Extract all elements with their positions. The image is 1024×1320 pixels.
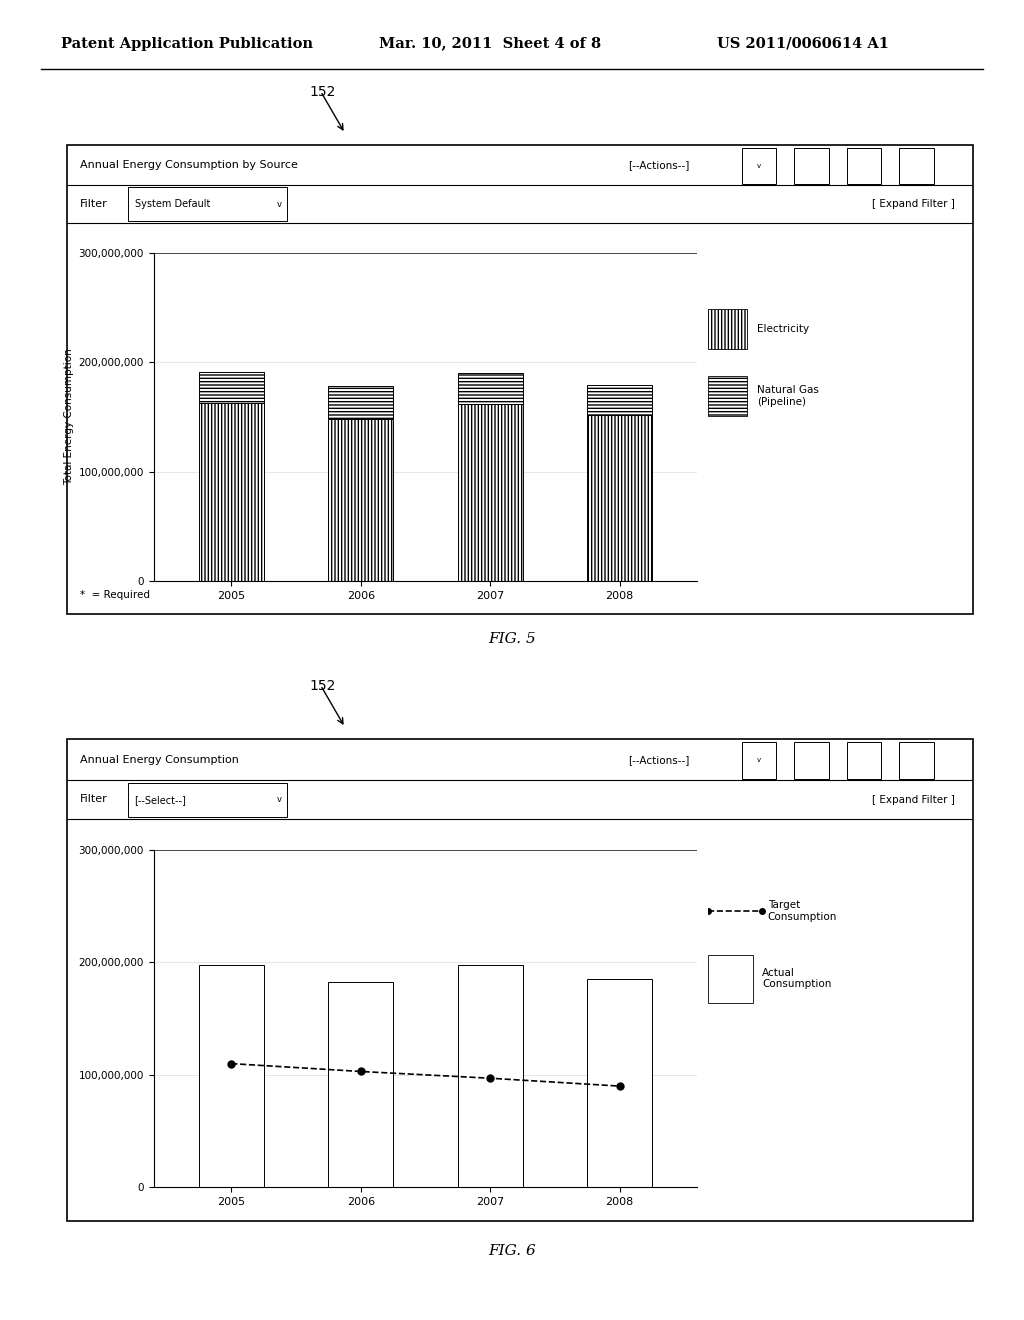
Text: v: v — [757, 758, 761, 763]
Text: Patent Application Publication: Patent Application Publication — [61, 37, 313, 50]
Text: Electricity: Electricity — [757, 325, 809, 334]
Text: Actual
Consumption: Actual Consumption — [762, 968, 831, 990]
Text: v: v — [757, 162, 761, 169]
Bar — [588, 414, 652, 581]
Bar — [199, 372, 263, 403]
Text: US 2011/0060614 A1: US 2011/0060614 A1 — [717, 37, 889, 50]
Text: Mar. 10, 2011  Sheet 4 of 8: Mar. 10, 2011 Sheet 4 of 8 — [379, 37, 601, 50]
Text: Filter: Filter — [80, 199, 108, 209]
Bar — [795, 742, 828, 779]
Bar — [128, 783, 287, 817]
Text: [ Expand Filter ]: [ Expand Filter ] — [871, 199, 954, 210]
Text: System Default: System Default — [134, 199, 210, 210]
Bar — [741, 148, 776, 183]
Text: FIG. 6: FIG. 6 — [488, 1245, 536, 1258]
Bar — [795, 148, 828, 183]
Bar — [899, 742, 934, 779]
Text: Annual Energy Consumption by Source: Annual Energy Consumption by Source — [80, 160, 298, 170]
Bar — [329, 982, 393, 1187]
Text: [--Actions--]: [--Actions--] — [629, 160, 690, 170]
Text: [--Actions--]: [--Actions--] — [629, 755, 690, 764]
Bar — [708, 954, 754, 1003]
Bar — [588, 979, 652, 1187]
Text: 152: 152 — [310, 678, 336, 693]
Bar — [588, 385, 652, 414]
Text: Annual Energy Consumption: Annual Energy Consumption — [80, 755, 239, 764]
Bar — [199, 403, 263, 581]
Bar — [458, 965, 522, 1187]
Text: 152: 152 — [310, 84, 336, 99]
Y-axis label: Total Energy Consumption: Total Energy Consumption — [65, 348, 75, 486]
Bar — [708, 309, 746, 348]
Bar — [199, 965, 263, 1187]
Bar — [708, 376, 746, 416]
Text: v: v — [276, 796, 282, 804]
Text: FIG. 5: FIG. 5 — [488, 632, 536, 645]
Text: Natural Gas
(Pipeline): Natural Gas (Pipeline) — [757, 385, 818, 407]
Bar — [329, 387, 393, 420]
Text: Filter: Filter — [80, 795, 108, 804]
Text: [ Expand Filter ]: [ Expand Filter ] — [871, 795, 954, 805]
Text: v: v — [276, 199, 282, 209]
Bar — [847, 742, 882, 779]
Text: *  = Required: * = Required — [80, 590, 151, 601]
Bar — [741, 742, 776, 779]
Bar — [128, 187, 287, 222]
Bar — [899, 148, 934, 183]
Text: [--Select--]: [--Select--] — [134, 795, 186, 805]
Bar — [329, 420, 393, 581]
Text: Target
Consumption: Target Consumption — [768, 900, 838, 921]
Bar — [458, 404, 522, 581]
Bar — [847, 148, 882, 183]
Bar — [458, 374, 522, 404]
